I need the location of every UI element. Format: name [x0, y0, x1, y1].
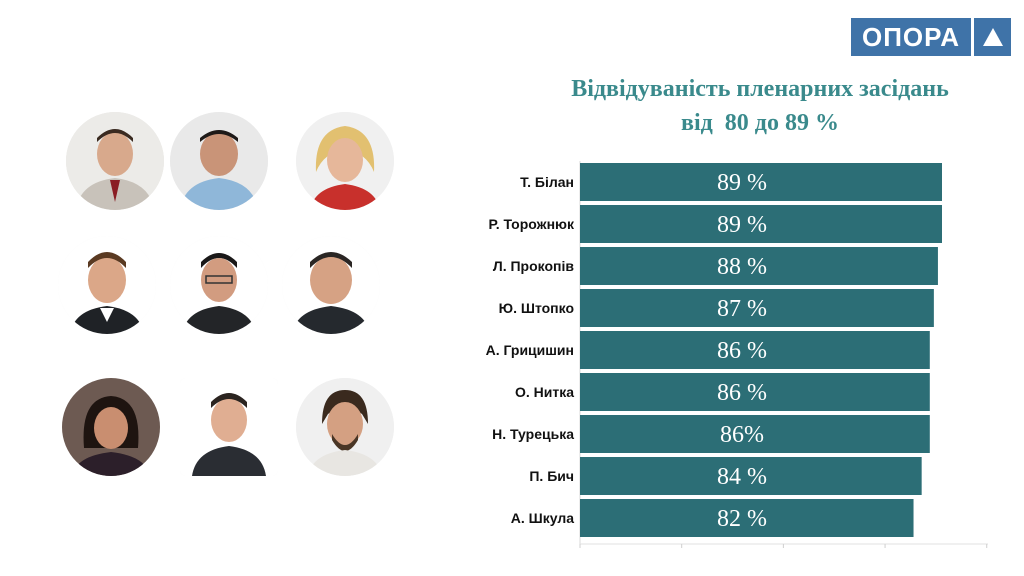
person-photo-2 — [170, 112, 268, 210]
bar-1 — [580, 163, 942, 201]
value-label-8: 84 % — [717, 464, 767, 490]
category-label-5: А. Грицишин — [486, 342, 574, 358]
value-label-9: 82 % — [717, 506, 767, 532]
category-label-8: П. Бич — [529, 468, 574, 484]
chart-title-line-2: від 80 до 89 % — [681, 110, 839, 136]
bar-8 — [580, 457, 922, 495]
value-label-2: 89 % — [717, 212, 767, 238]
chart-title-line-1: Відвідуваність пленарних засідань — [571, 76, 949, 102]
category-label-4: Ю. Штопко — [499, 300, 574, 316]
logo-text: ОПОРА — [862, 21, 960, 52]
bar-5 — [580, 331, 930, 369]
logo-separator — [971, 18, 974, 56]
bar-7 — [580, 415, 930, 453]
bar-3 — [580, 247, 938, 285]
person-photo-1 — [66, 112, 164, 210]
category-label-3: Л. Прокопів — [493, 258, 574, 274]
value-label-5: 86 % — [717, 338, 767, 364]
category-label-9: А. Шкула — [511, 510, 574, 526]
person-photo-4 — [58, 236, 156, 334]
value-label-7: 86% — [720, 422, 764, 448]
bar-9 — [580, 499, 914, 537]
bar-6 — [580, 373, 930, 411]
value-label-6: 86 % — [717, 380, 767, 406]
category-label-1: Т. Білан — [520, 174, 574, 190]
person-photo-8 — [180, 378, 278, 476]
person-photo-9 — [296, 378, 394, 476]
category-label-6: О. Нитка — [515, 384, 574, 400]
person-photo-7 — [62, 378, 160, 476]
bar-2 — [580, 205, 942, 243]
value-label-3: 88 % — [717, 254, 767, 280]
value-label-4: 87 % — [717, 296, 767, 322]
value-label-1: 89 % — [717, 170, 767, 196]
chart-title: Відвідуваність пленарних засідань від 80… — [500, 72, 1020, 140]
person-photo-5 — [170, 236, 268, 334]
category-label-7: Н. Турецька — [492, 426, 574, 442]
category-label-2: Р. Торожнюк — [488, 216, 574, 232]
opora-logo: ОПОРА — [851, 18, 1011, 56]
person-photo-6 — [282, 236, 380, 334]
triangle-icon — [974, 27, 1011, 47]
bar-4 — [580, 289, 934, 327]
person-photo-3 — [296, 112, 394, 210]
